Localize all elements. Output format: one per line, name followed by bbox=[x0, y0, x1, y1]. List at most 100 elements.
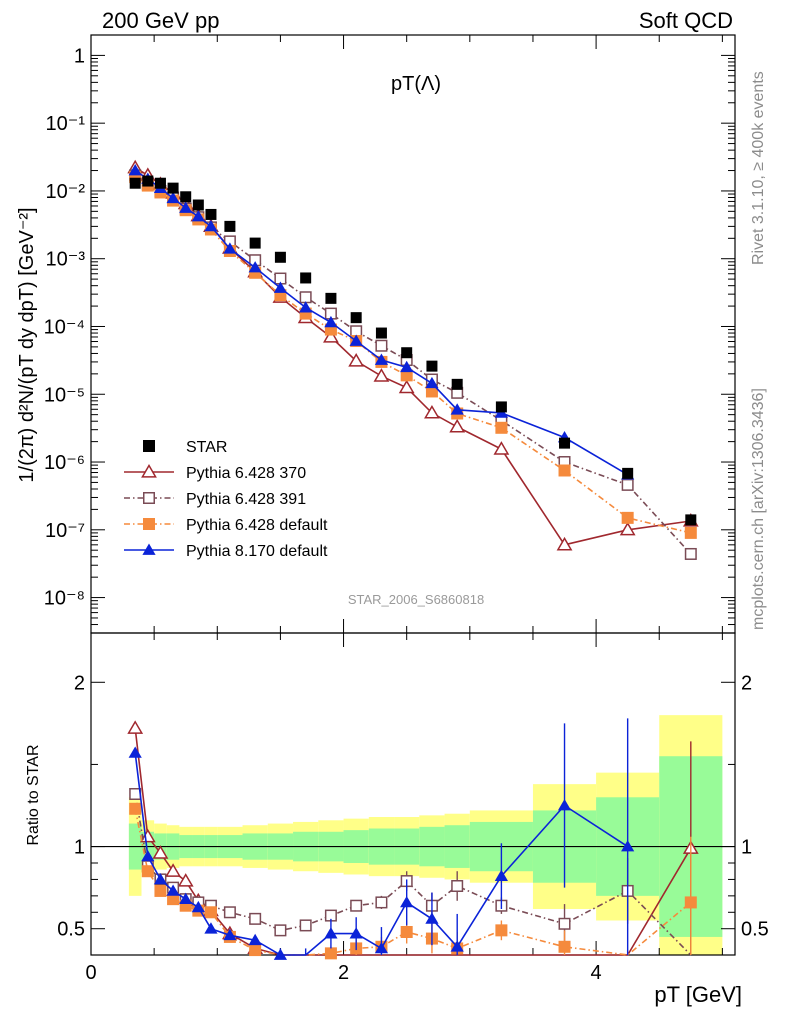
data-marker bbox=[495, 924, 508, 937]
watermark: STAR_2006_S6860818 bbox=[348, 592, 484, 607]
data-marker bbox=[400, 895, 414, 908]
data-marker bbox=[143, 440, 155, 452]
data-marker bbox=[349, 927, 363, 939]
data-marker bbox=[166, 191, 180, 204]
data-marker bbox=[684, 526, 697, 539]
x-tick-label: 4 bbox=[591, 962, 602, 984]
data-marker bbox=[128, 164, 142, 176]
data-marker bbox=[685, 514, 697, 526]
main-y-axis-label: 1/(2π) d²N/(pT dy dpT) [GeV⁻²] bbox=[16, 207, 38, 482]
data-marker bbox=[142, 543, 156, 555]
ratio-y-axis-label: Ratio to STAR bbox=[25, 744, 42, 845]
data-marker bbox=[299, 301, 313, 313]
data-marker bbox=[152, 845, 169, 859]
data-marker bbox=[425, 376, 439, 389]
data-marker bbox=[299, 291, 312, 304]
data-marker bbox=[424, 404, 440, 419]
legend-entry-star: STAR bbox=[143, 439, 227, 456]
data-marker bbox=[375, 327, 387, 339]
data-marker bbox=[299, 919, 312, 932]
header-left-label: 200 GeV pp bbox=[102, 8, 219, 33]
data-marker bbox=[398, 379, 415, 394]
data-marker bbox=[154, 884, 167, 897]
data-marker bbox=[179, 201, 193, 213]
ratio-y-tick-label: 2 bbox=[74, 672, 85, 694]
data-marker bbox=[223, 928, 237, 941]
data-marker bbox=[426, 360, 438, 372]
legend: STAR Pythia 6.428 370 Pythia 6.428 391 Pyth… bbox=[124, 439, 328, 560]
data-marker bbox=[558, 464, 571, 477]
data-marker bbox=[493, 441, 510, 455]
side-label-top: Rivet 3.1.10, ≥ 400k events bbox=[750, 71, 767, 265]
y-tick-label: 10⁻⁶ bbox=[44, 452, 85, 474]
data-marker bbox=[400, 926, 413, 938]
data-marker bbox=[300, 272, 312, 284]
y-tick-label: 10⁻⁸ bbox=[44, 588, 85, 610]
data-marker bbox=[143, 492, 155, 504]
data-marker bbox=[204, 906, 217, 919]
data-marker bbox=[350, 312, 362, 324]
data-marker bbox=[204, 922, 218, 934]
data-marker bbox=[621, 478, 634, 491]
ratio-y-tick-label: 2 bbox=[741, 672, 752, 694]
data-marker bbox=[273, 281, 288, 293]
series-star bbox=[129, 175, 697, 526]
data-marker bbox=[400, 369, 413, 382]
ratio-y-tick-label: 0.5 bbox=[57, 919, 85, 941]
y-tick-label: 10⁻³ bbox=[46, 249, 86, 271]
x-tick-label: 2 bbox=[338, 962, 349, 984]
data-marker bbox=[375, 896, 388, 909]
data-marker bbox=[325, 292, 337, 304]
data-marker bbox=[274, 251, 286, 263]
data-marker bbox=[401, 347, 413, 359]
data-marker bbox=[179, 892, 193, 905]
data-marker bbox=[375, 339, 388, 352]
ratio-y-tick-label: 1 bbox=[74, 837, 85, 859]
y-tick-label: 10⁻⁷ bbox=[45, 520, 85, 542]
data-marker bbox=[349, 334, 363, 346]
y-tick-label: 1 bbox=[74, 45, 85, 67]
data-marker bbox=[205, 208, 217, 220]
data-marker bbox=[374, 941, 389, 954]
data-marker bbox=[451, 880, 464, 892]
y-tick-label: 10⁻⁴ bbox=[44, 316, 85, 338]
legend-label: Pythia 6.428 391 bbox=[186, 491, 306, 508]
data-marker bbox=[223, 906, 236, 919]
x-tick-label: 0 bbox=[85, 962, 96, 984]
data-marker bbox=[153, 872, 168, 885]
data-marker bbox=[373, 368, 390, 382]
legend-label: Pythia 8.170 default bbox=[186, 543, 328, 560]
data-marker bbox=[449, 418, 466, 433]
side-label-bottom: mcplots.cern.ch [arXiv:1306.3436] bbox=[750, 388, 767, 630]
y-tick-label: 10⁻¹ bbox=[46, 113, 86, 135]
data-marker bbox=[204, 219, 218, 232]
data-marker bbox=[274, 924, 287, 937]
data-marker bbox=[425, 912, 439, 924]
data-marker bbox=[273, 948, 288, 960]
data-marker bbox=[400, 360, 414, 373]
data-marker bbox=[248, 261, 262, 273]
data-marker bbox=[558, 917, 571, 930]
data-marker bbox=[556, 536, 573, 551]
data-marker bbox=[621, 511, 634, 524]
data-marker bbox=[494, 869, 508, 882]
legend-entry-pythia-6-428-default: Pythia 6.428 default bbox=[124, 517, 328, 534]
data-marker bbox=[559, 437, 571, 449]
legend-label: STAR bbox=[186, 439, 227, 456]
data-marker bbox=[495, 401, 507, 413]
ratio-y-tick-label: 1 bbox=[741, 837, 752, 859]
data-marker bbox=[324, 315, 338, 328]
data-marker bbox=[141, 849, 155, 862]
data-marker bbox=[141, 464, 157, 478]
data-marker bbox=[425, 385, 438, 398]
data-marker bbox=[192, 199, 204, 211]
data-marker bbox=[180, 191, 192, 203]
data-marker bbox=[348, 352, 365, 367]
data-marker bbox=[558, 940, 571, 953]
ratio-panel-series bbox=[127, 718, 699, 960]
data-marker bbox=[177, 873, 194, 887]
plot-title: pT(Λ) bbox=[391, 73, 441, 95]
data-marker bbox=[129, 788, 142, 800]
legend-label: Pythia 6.428 370 bbox=[186, 465, 306, 482]
